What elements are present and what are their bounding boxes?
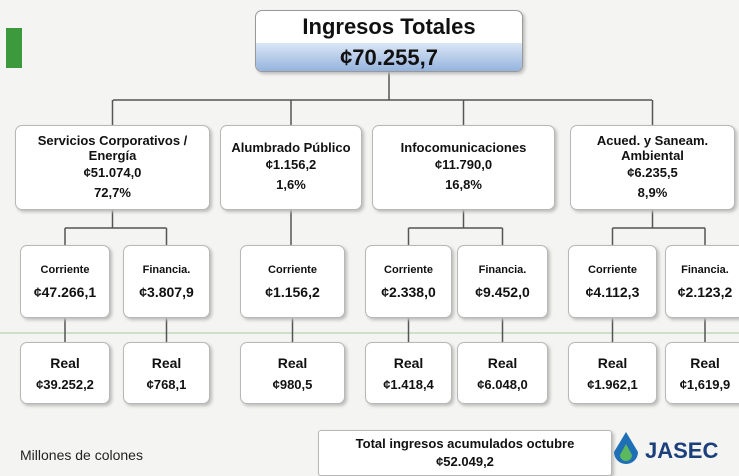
account-value: ¢47.266,1 [33, 283, 97, 300]
account-name: Corriente [40, 263, 90, 276]
root-value: ¢70.255,7 [256, 43, 522, 71]
real-value: ¢39.252,2 [36, 376, 94, 392]
real-value: ¢980,5 [272, 376, 313, 392]
real-box: Real ¢768,1 [123, 342, 210, 404]
account-name: Corriente [588, 263, 637, 276]
real-box: Real ¢980,5 [240, 342, 345, 404]
branch-share: 1,6% [276, 177, 306, 192]
account-name: Corriente [268, 263, 317, 276]
real-box: Real ¢6.048,0 [457, 342, 548, 404]
real-box: Real ¢1.418,4 [365, 342, 452, 404]
root-box: Ingresos Totales ¢70.255,7 [255, 10, 523, 72]
branch-share: 8,9% [637, 184, 668, 200]
total-box: Total ingresos acumulados octubre ¢52.04… [318, 430, 612, 476]
account-value: ¢4.112,3 [585, 283, 640, 300]
real-value: ¢1.962,1 [587, 376, 638, 392]
real-label: Real [50, 354, 80, 371]
account-name: Corriente [384, 263, 433, 276]
account-box: Financia. ¢9.452,0 [457, 245, 548, 318]
real-value: ¢1.418,4 [383, 376, 434, 392]
account-box: Corriente ¢4.112,3 [568, 245, 657, 318]
real-value: ¢1,619,9 [679, 376, 731, 392]
branch-name: Acued. y Saneam. Ambiental [596, 132, 709, 163]
real-label: Real [151, 354, 182, 371]
branch-name: Infocomunicaciones [400, 140, 527, 155]
accent [6, 28, 22, 68]
real-box: Real ¢1.962,1 [568, 342, 657, 404]
account-value: ¢1.156,2 [265, 283, 320, 300]
real-label: Real [277, 354, 308, 371]
total-label: Total ingresos acumulados octubre [355, 436, 575, 451]
real-label: Real [597, 354, 628, 371]
account-box: Corriente ¢2.338,0 [365, 245, 452, 318]
branch-box: Acued. y Saneam. Ambiental ¢6.235,5 8,9% [570, 125, 735, 210]
branch-value: ¢51.074,0 [83, 164, 142, 180]
account-value: ¢9.452,0 [475, 283, 530, 300]
branch-value: ¢11.790,0 [434, 157, 493, 172]
branch-box: Alumbrado Público ¢1.156,2 1,6% [220, 125, 362, 210]
account-name: Financia. [142, 263, 191, 276]
logo: JASEC [645, 438, 719, 463]
branch-name: Alumbrado Público [231, 140, 351, 155]
real-box: Real ¢39.252,2 [20, 342, 110, 404]
branch-box: Servicios Corporativos / Energía ¢51.074,… [15, 125, 210, 210]
real-value: ¢768,1 [146, 376, 187, 392]
branch-name: Servicios Corporativos / Energía [37, 132, 188, 163]
account-name: Financia. [478, 263, 527, 276]
branch-box: Infocomunicaciones ¢11.790,0 16,8% [372, 125, 555, 210]
real-label: Real [690, 354, 720, 371]
total-value: ¢52.049,2 [436, 454, 494, 469]
branch-share: 16,8% [445, 177, 482, 192]
real-box: Real ¢1,619,9 [665, 342, 739, 404]
account-value: ¢3.807,9 [139, 283, 194, 300]
real-label: Real [487, 354, 518, 371]
root-title: Ingresos Totales [302, 14, 476, 39]
account-name: Financia. [681, 263, 729, 276]
account-value: ¢2.338,0 [381, 283, 436, 300]
footer-note: Millones de colones [20, 447, 143, 463]
branch-value: ¢1.156,2 [265, 157, 317, 172]
account-box: Financia. ¢2.123,2 [665, 245, 739, 318]
account-box: Financia. ¢3.807,9 [123, 245, 210, 318]
account-box: Corriente ¢1.156,2 [240, 245, 345, 318]
real-value: ¢6.048,0 [477, 376, 528, 392]
branch-value: ¢6.235,5 [627, 164, 678, 180]
account-box: Corriente ¢47.266,1 [20, 245, 110, 318]
account-value: ¢2.123,2 [677, 283, 733, 300]
real-label: Real [393, 354, 424, 371]
branch-share: 72,7% [94, 184, 131, 200]
